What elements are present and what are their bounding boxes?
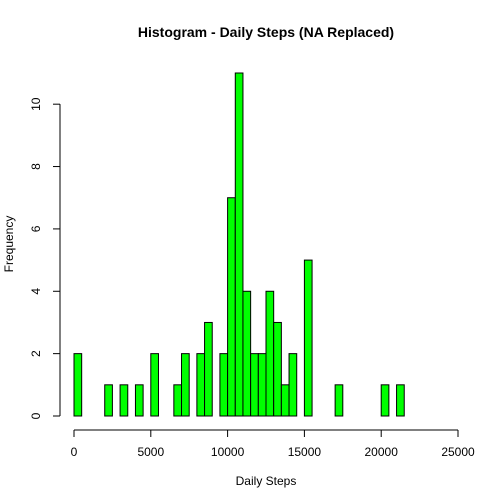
histogram-bar (150, 353, 159, 417)
y-tick-label: 2 (29, 350, 43, 357)
histogram-bar (173, 384, 183, 417)
x-tick-label: 0 (71, 445, 78, 459)
x-tick-label: 10000 (211, 445, 245, 459)
histogram-bar (219, 353, 229, 417)
histogram-bar (334, 384, 344, 417)
histogram-bar (257, 353, 267, 417)
histogram-bar (288, 353, 298, 417)
x-tick-label: 25000 (441, 445, 475, 459)
histogram-bar (280, 384, 290, 417)
x-tick-label: 5000 (137, 445, 164, 459)
histogram-bar (196, 353, 206, 417)
x-tick-label: 20000 (365, 445, 399, 459)
y-tick-label: 8 (29, 163, 43, 170)
x-axis: 0 5000 10000 15000 20000 25000 (71, 429, 475, 459)
y-tick-label: 6 (29, 225, 43, 232)
bars-group (73, 72, 405, 417)
y-tick-label: 0 (29, 412, 43, 419)
x-tick-label: 15000 (288, 445, 322, 459)
histogram-bar (73, 353, 83, 417)
histogram-bar (227, 197, 236, 417)
histogram-bar (119, 384, 129, 417)
histogram-bar (234, 72, 244, 417)
histogram-bar (134, 384, 144, 417)
y-axis-label: Frequency (2, 216, 16, 273)
y-tick-label: 10 (29, 97, 43, 111)
histogram-bar (250, 353, 259, 417)
histogram-bar (242, 290, 252, 417)
chart-title: Histogram - Daily Steps (NA Replaced) (138, 24, 394, 40)
histogram-bar (265, 290, 275, 417)
histogram-bar (204, 321, 213, 417)
histogram-bar (273, 321, 282, 417)
histogram-bar (380, 384, 390, 417)
x-axis-label: Daily Steps (236, 474, 297, 488)
histogram-bar (303, 259, 313, 417)
y-tick-label: 4 (29, 288, 43, 295)
histogram-bar (104, 384, 113, 417)
histogram-bar (396, 384, 405, 417)
y-axis: 0 2 4 6 8 10 (29, 97, 61, 419)
histogram-bar (181, 353, 190, 417)
